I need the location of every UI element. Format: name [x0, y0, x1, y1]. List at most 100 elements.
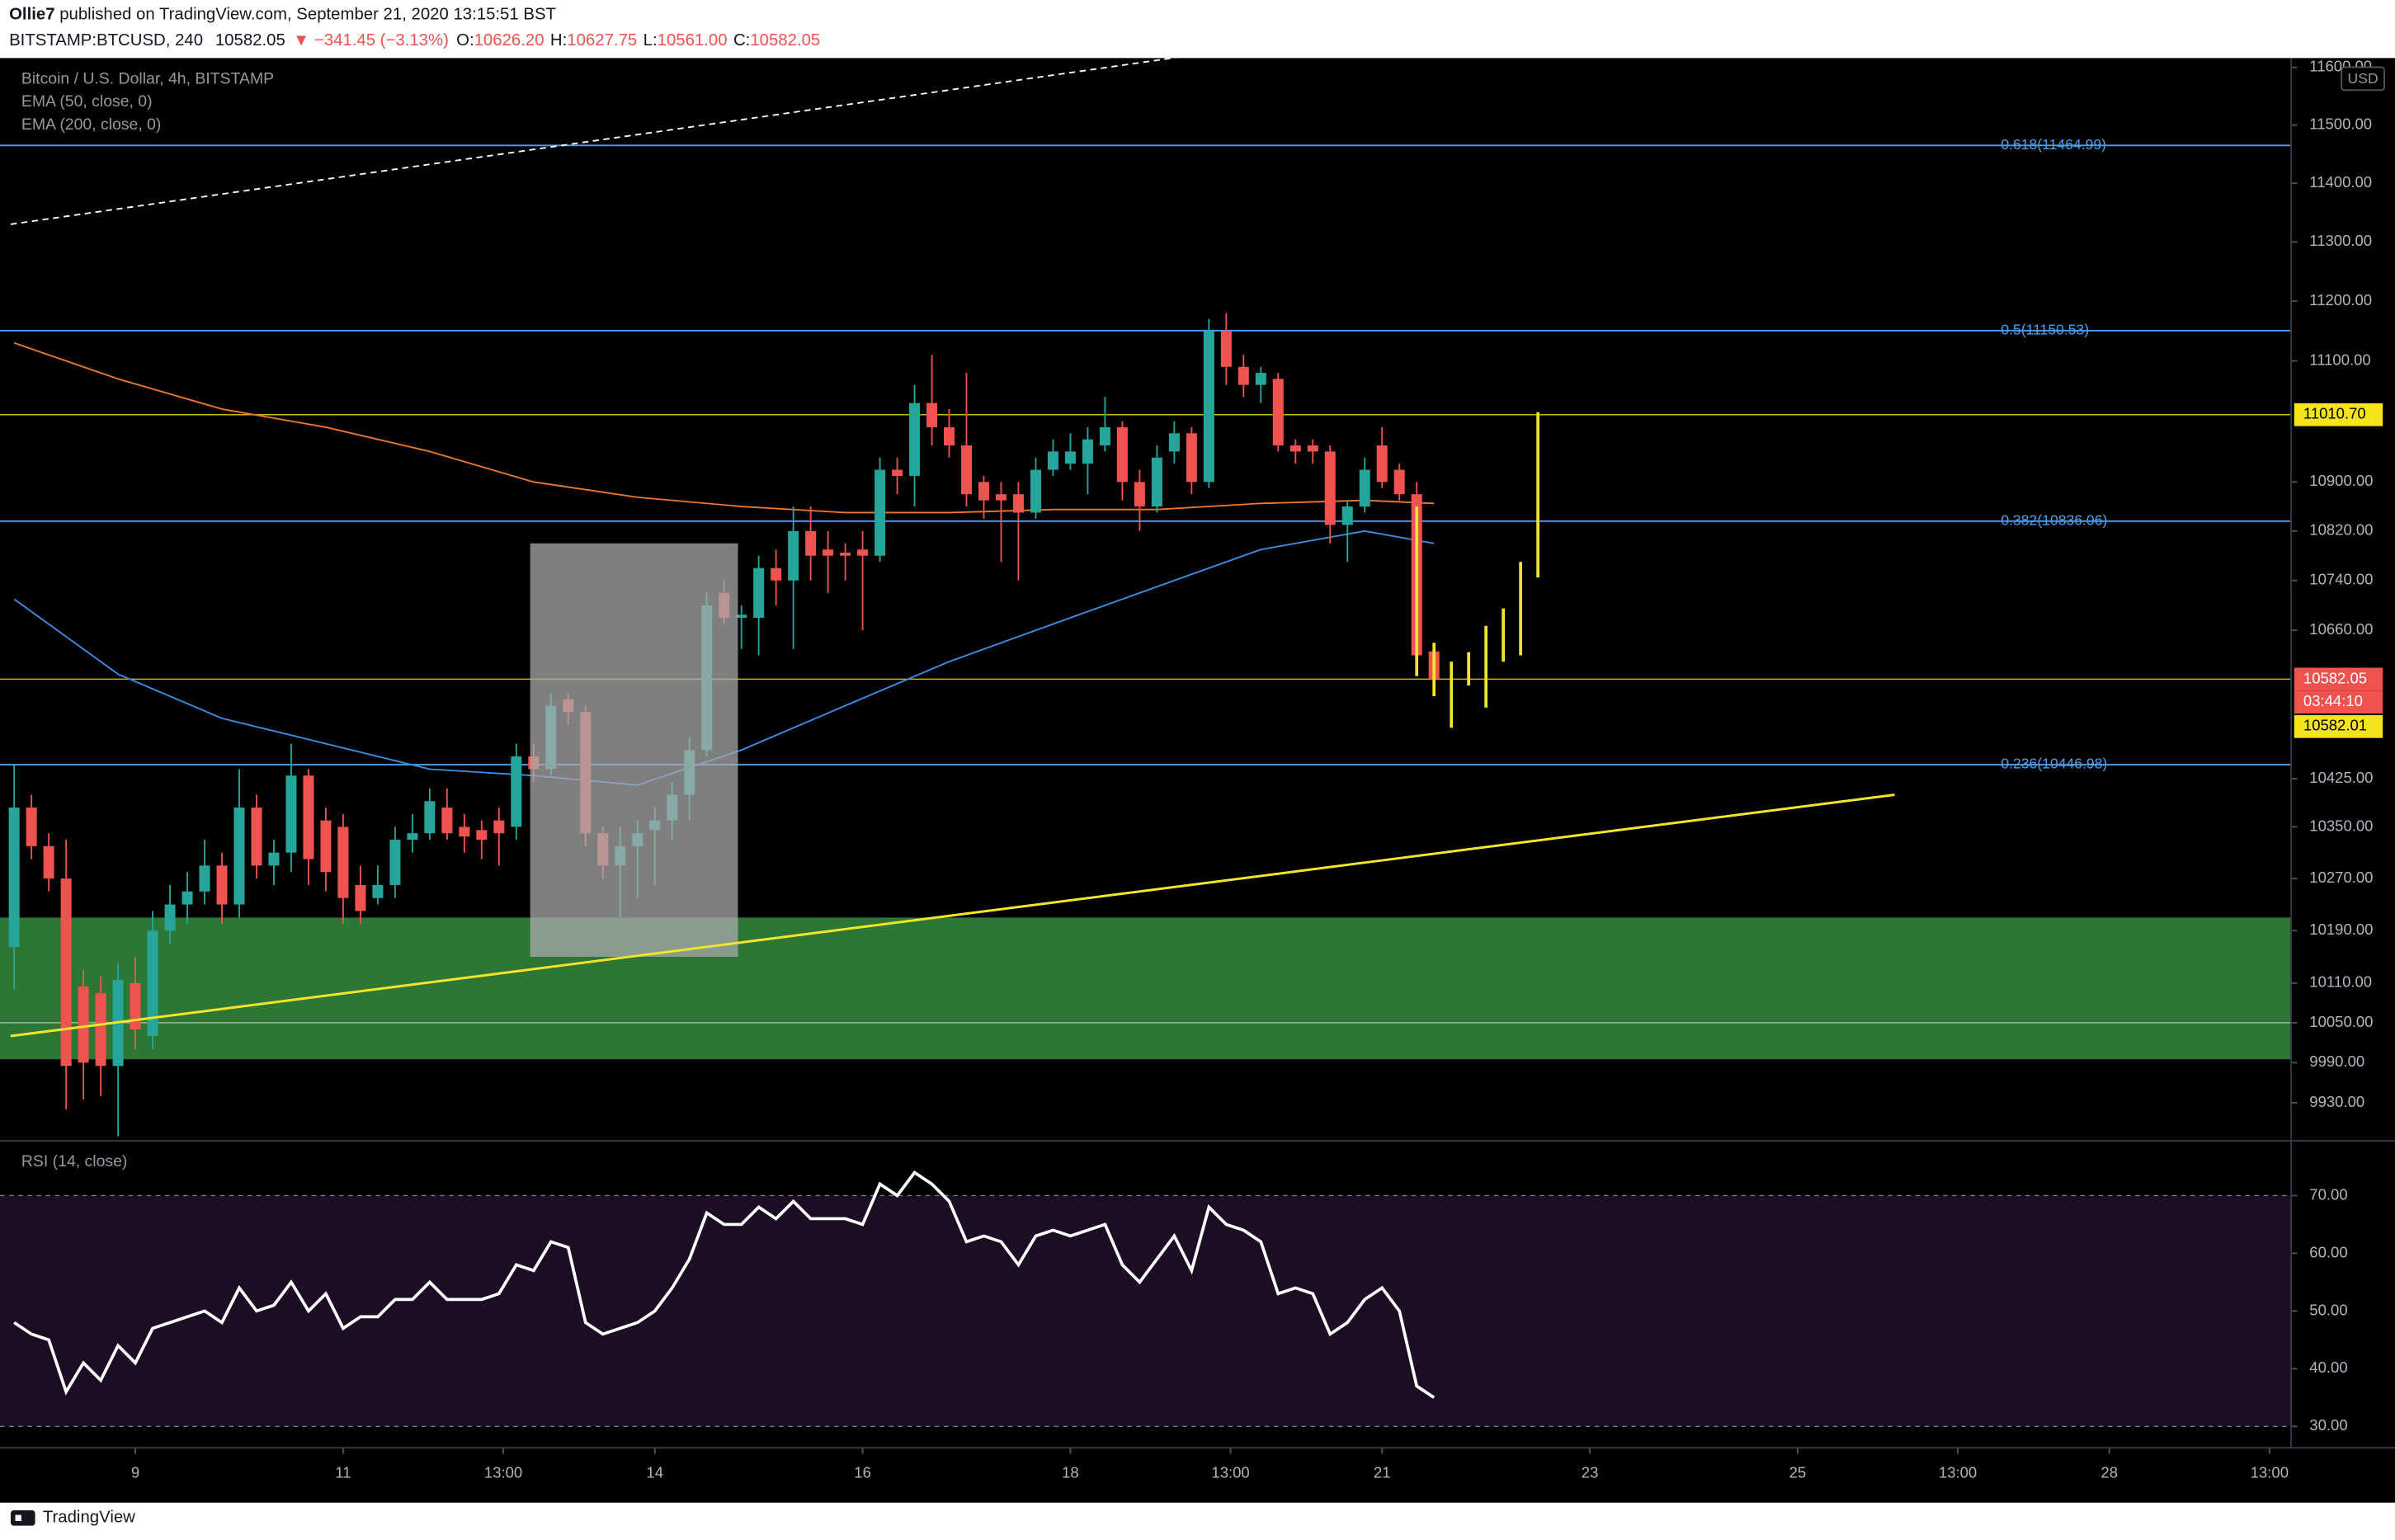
candle-body [1376, 445, 1388, 483]
rsi-y-tick-label: 50.00 [2309, 1301, 2347, 1318]
candle-body [1238, 366, 1249, 385]
price-tag-label: 10582.01 [2303, 717, 2367, 734]
trendline [10, 58, 1178, 225]
candle-body [493, 820, 505, 834]
candle-body [1359, 469, 1370, 507]
footer-brand: TradingView [43, 1509, 135, 1527]
candle-body [372, 884, 384, 898]
price-tag-label: 11010.70 [2303, 405, 2366, 422]
y-tick-label: 10740.00 [2309, 571, 2373, 588]
rsi-y-tick-label: 70.00 [2309, 1185, 2347, 1203]
rsi-y-tick-label: 40.00 [2309, 1359, 2347, 1376]
header-line: Ollie7 published on TradingView.com, Sep… [9, 6, 556, 24]
candle-body [978, 482, 990, 501]
candle-body [216, 865, 228, 905]
candle-body [995, 494, 1007, 501]
countdown: 03:44:10 [2303, 692, 2363, 709]
rsi-band [0, 1195, 2292, 1427]
highlight-box [530, 543, 738, 957]
x-tick-label: 18 [1062, 1464, 1079, 1481]
candle-body [78, 986, 89, 1063]
y-tick-label: 10110.00 [2309, 973, 2372, 991]
x-tick-label: 28 [2100, 1464, 2118, 1481]
support-zone [0, 917, 2292, 1060]
candle-body [407, 833, 418, 841]
y-tick-label: 9930.00 [2309, 1093, 2364, 1110]
candle-body [1116, 426, 1128, 483]
chart-title: Bitcoin / U.S. Dollar, 4h, BITSTAMP [21, 69, 274, 87]
candle-body [389, 840, 401, 885]
candle-body [1220, 331, 1232, 367]
y-tick-label: 11300.00 [2309, 232, 2372, 249]
candle-body [1064, 451, 1076, 464]
y-tick-label: 11500.00 [2309, 115, 2372, 133]
y-tick-label: 10900.00 [2309, 472, 2373, 489]
ohlc-c-key: C: [733, 31, 750, 49]
price-pane: 0.618(11464.99) 0.5(11150.53) 0.382(10836.… [0, 58, 2292, 1137]
candle-body [26, 808, 37, 846]
x-tick-label: 13:00 [2251, 1464, 2289, 1481]
price-tag [2294, 403, 2383, 426]
rsi-y-tick-label: 60.00 [2309, 1243, 2347, 1260]
candle-body [251, 808, 262, 866]
candle-body [285, 775, 297, 853]
candle-body [459, 827, 470, 837]
author[interactable]: Ollie7 [9, 6, 54, 24]
candle-body [736, 615, 747, 618]
candle-body [476, 830, 488, 841]
y-tick-label: 10820.00 [2309, 521, 2373, 539]
axes: 9930.00 9990.00 10050.00 10110.00 10190.00 10… [131, 58, 2383, 1481]
candle-body [1255, 373, 1266, 385]
fib-label: 0.618(11464.99) [2001, 136, 2106, 153]
x-tick-label: 11 [335, 1464, 351, 1481]
candle-body [268, 852, 280, 866]
candle-body [182, 891, 193, 905]
candle-body [1272, 379, 1284, 446]
ohlc-h-key: H: [550, 31, 567, 49]
ohlc-l-key: L: [644, 31, 658, 49]
y-tick-label: 10190.00 [2309, 921, 2373, 938]
candle-body [926, 403, 938, 427]
candle-body [1341, 506, 1353, 525]
fib-label: 0.5(11150.53) [2001, 321, 2089, 337]
currency: USD [2348, 70, 2378, 87]
candle-body [840, 552, 851, 556]
candle-body [1030, 469, 1041, 513]
y-tick-label: 10050.00 [2309, 1013, 2373, 1030]
candle-body [233, 808, 245, 905]
rsi-y-tick-label: 30.00 [2309, 1416, 2347, 1434]
candle-body [511, 756, 522, 827]
x-tick-label: 13:00 [1939, 1464, 1977, 1481]
rsi-pane [0, 1170, 2292, 1428]
y-tick-label: 10270.00 [2309, 869, 2373, 886]
candle-body [95, 992, 106, 1067]
candle-body [1203, 331, 1214, 483]
candle-body [1099, 426, 1110, 446]
y-tick-label: 11100.00 [2309, 351, 2370, 368]
ema-line [13, 341, 1435, 514]
candle-body [892, 469, 903, 476]
x-tick-label: 16 [854, 1464, 871, 1481]
fib-label: 0.382(10836.06) [2001, 511, 2107, 528]
candle-body [909, 403, 921, 476]
symbol-line: BITSTAMP:BTCUSD, 240 10582.05 ▼ −341.45 (−… [9, 31, 820, 49]
y-tick-label: 9990.00 [2309, 1053, 2364, 1070]
x-tick-label: 9 [131, 1464, 139, 1481]
fib-label: 0.236(10446.98) [2001, 756, 2107, 772]
candle-body [199, 865, 210, 892]
footer-logo [10, 1510, 35, 1526]
candle-body [1134, 482, 1145, 507]
candle-body [43, 845, 54, 879]
candle-body [944, 426, 955, 446]
ohlc-l: 10561.00 [658, 31, 728, 49]
candle-body [771, 567, 782, 581]
published: published on TradingView.com, September … [55, 6, 556, 24]
rsi-title: RSI (14, close) [21, 1152, 127, 1170]
price-tag-label: 10582.05 [2303, 669, 2367, 686]
last-price: 10582.05 [215, 31, 285, 49]
currency-badge[interactable] [2341, 66, 2385, 92]
candle-body [1307, 445, 1318, 452]
candle-body [805, 530, 817, 556]
countdown-tag [2294, 690, 2383, 714]
